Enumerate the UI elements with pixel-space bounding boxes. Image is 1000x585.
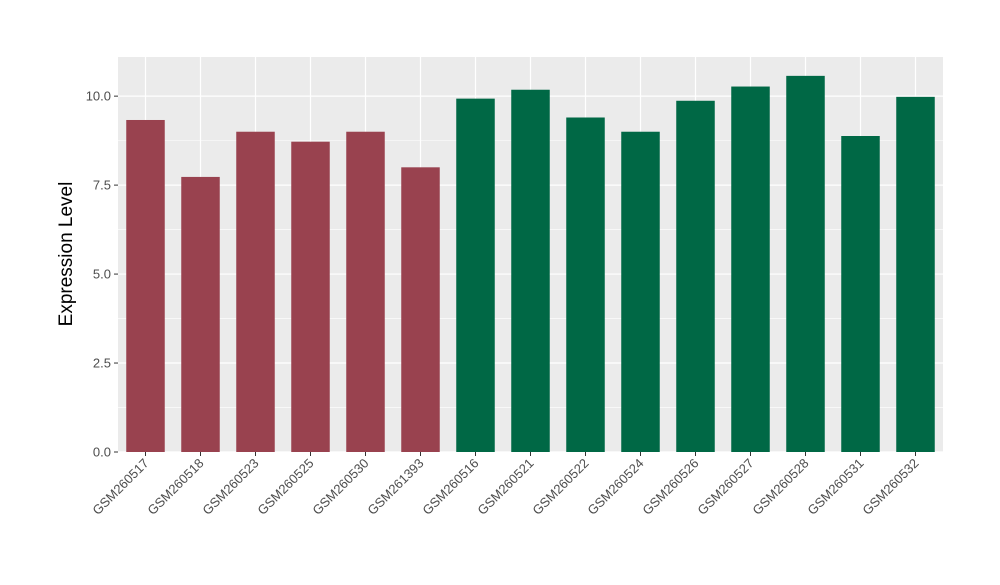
y-tick-label: 2.5	[93, 356, 111, 371]
bar	[346, 131, 385, 452]
bar	[291, 141, 330, 452]
y-tick-label: 7.5	[93, 178, 111, 193]
x-tick-label: GSM260516	[419, 456, 481, 518]
bar	[786, 75, 825, 453]
y-tick-label: 10.0	[86, 89, 111, 104]
y-tick-label: 0.0	[93, 445, 111, 460]
bars	[126, 75, 935, 453]
x-tick-label: GSM260530	[309, 456, 371, 518]
x-tick-label: GSM260521	[474, 456, 536, 518]
bar	[896, 96, 935, 452]
bar	[566, 117, 605, 453]
bar	[401, 167, 440, 453]
y-axis-title: Expression Level	[56, 182, 77, 327]
x-tick-label: GSM261393	[364, 456, 426, 518]
y-axis: 0.0 2.5 5.0 7.5 10.0	[86, 89, 118, 460]
x-tick-label: GSM260518	[144, 456, 206, 518]
x-tick-label: GSM260527	[694, 456, 756, 518]
y-tick-label: 5.0	[93, 267, 111, 282]
bar	[621, 131, 660, 452]
x-tick-label: GSM260525	[254, 456, 316, 518]
x-tick-label: GSM260528	[749, 456, 811, 518]
bar	[126, 119, 165, 453]
x-tick-label: GSM260523	[199, 456, 261, 518]
bar	[456, 98, 495, 452]
bar	[841, 136, 880, 452]
x-tick-label: GSM260517	[89, 456, 151, 518]
x-tick-label: GSM260524	[584, 456, 646, 518]
x-tick-label: GSM260531	[804, 456, 866, 518]
bar	[511, 89, 550, 452]
x-axis: GSM260517GSM260518GSM260523GSM260525GSM2…	[89, 452, 922, 518]
x-tick-label: GSM260526	[639, 456, 701, 518]
bar	[236, 131, 275, 452]
bar	[731, 86, 770, 452]
x-tick-label: GSM260522	[529, 456, 591, 518]
bar	[676, 100, 715, 453]
x-tick-label: GSM260532	[859, 456, 921, 518]
bar	[181, 176, 220, 453]
